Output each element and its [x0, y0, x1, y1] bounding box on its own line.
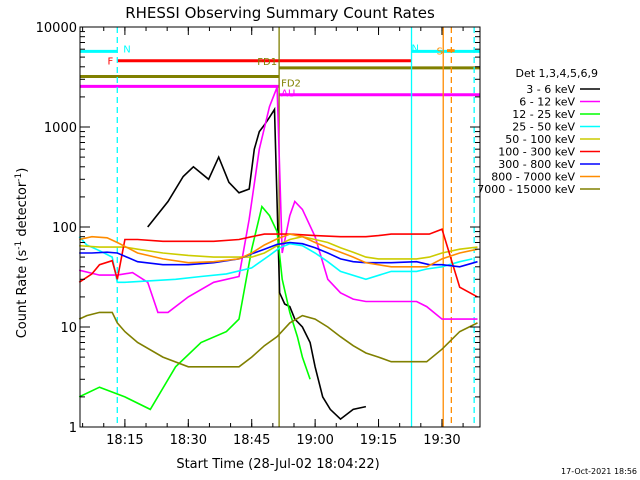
flag-label: F: [108, 57, 114, 68]
y-tick-label: 10000: [36, 21, 77, 36]
chart-title: RHESSI Observing Summary Count Rates: [125, 4, 435, 22]
observing-flags-layer: NNFFD1FD2AUS: [80, 43, 480, 99]
series-line: [78, 236, 473, 284]
series-layer: [78, 86, 478, 421]
y-tick-label: 1000: [44, 121, 77, 136]
y-axis-label: Count Rate (s-1 detector-1): [14, 168, 30, 339]
x-axis: 18:15 18:30 18:45 19:00 19:15 19:30: [82, 27, 464, 448]
y-tick-label: 100: [52, 221, 77, 236]
flag-label: FD1: [257, 57, 277, 68]
legend-entry-label: 12 - 25 keV: [512, 108, 575, 121]
x-axis-label: Start Time (28-Jul-02 18:04:22): [176, 457, 379, 472]
y-axis: 1 10 100 1000 10000: [36, 21, 480, 436]
x-tick-label: 19:00: [296, 433, 333, 448]
series-line: [78, 311, 478, 368]
legend-entry-label: 6 - 12 keV: [519, 96, 575, 109]
flag-label: FD2: [281, 78, 301, 89]
legend-entry-label: 50 - 100 keV: [505, 133, 575, 146]
x-tick-label: 19:15: [360, 433, 397, 448]
legend-entry-label: 3 - 6 keV: [526, 83, 575, 96]
series-line: [78, 228, 478, 298]
flag-label: S: [437, 47, 443, 58]
series-line: [78, 204, 311, 411]
x-tick-label: 18:45: [233, 433, 270, 448]
x-tick-label: 18:15: [106, 433, 143, 448]
series-line: [79, 233, 478, 268]
legend-entry-label: 25 - 50 keV: [512, 121, 575, 134]
y-tick-label: 10: [60, 321, 77, 336]
legend-entry-label: 300 - 800 keV: [498, 158, 575, 171]
series-line: [147, 106, 367, 421]
legend-title: Det 1,3,4,5,6,9: [515, 67, 598, 80]
flag-label: N: [412, 43, 419, 54]
series-line: [79, 241, 478, 268]
legend-entry-label: 7000 - 15000 keV: [477, 183, 575, 196]
x-tick-label: 19:30: [423, 433, 460, 448]
x-tick-label: 18:30: [170, 433, 207, 448]
series-line: [79, 86, 478, 320]
footer-timestamp: 17-Oct-2021 18:56: [561, 467, 637, 476]
legend-entry-label: 100 - 300 keV: [498, 146, 575, 159]
y-tick-label: 1: [69, 421, 77, 436]
legend-entry-label: 800 - 7000 keV: [491, 171, 575, 184]
flag-label: N: [123, 44, 130, 55]
